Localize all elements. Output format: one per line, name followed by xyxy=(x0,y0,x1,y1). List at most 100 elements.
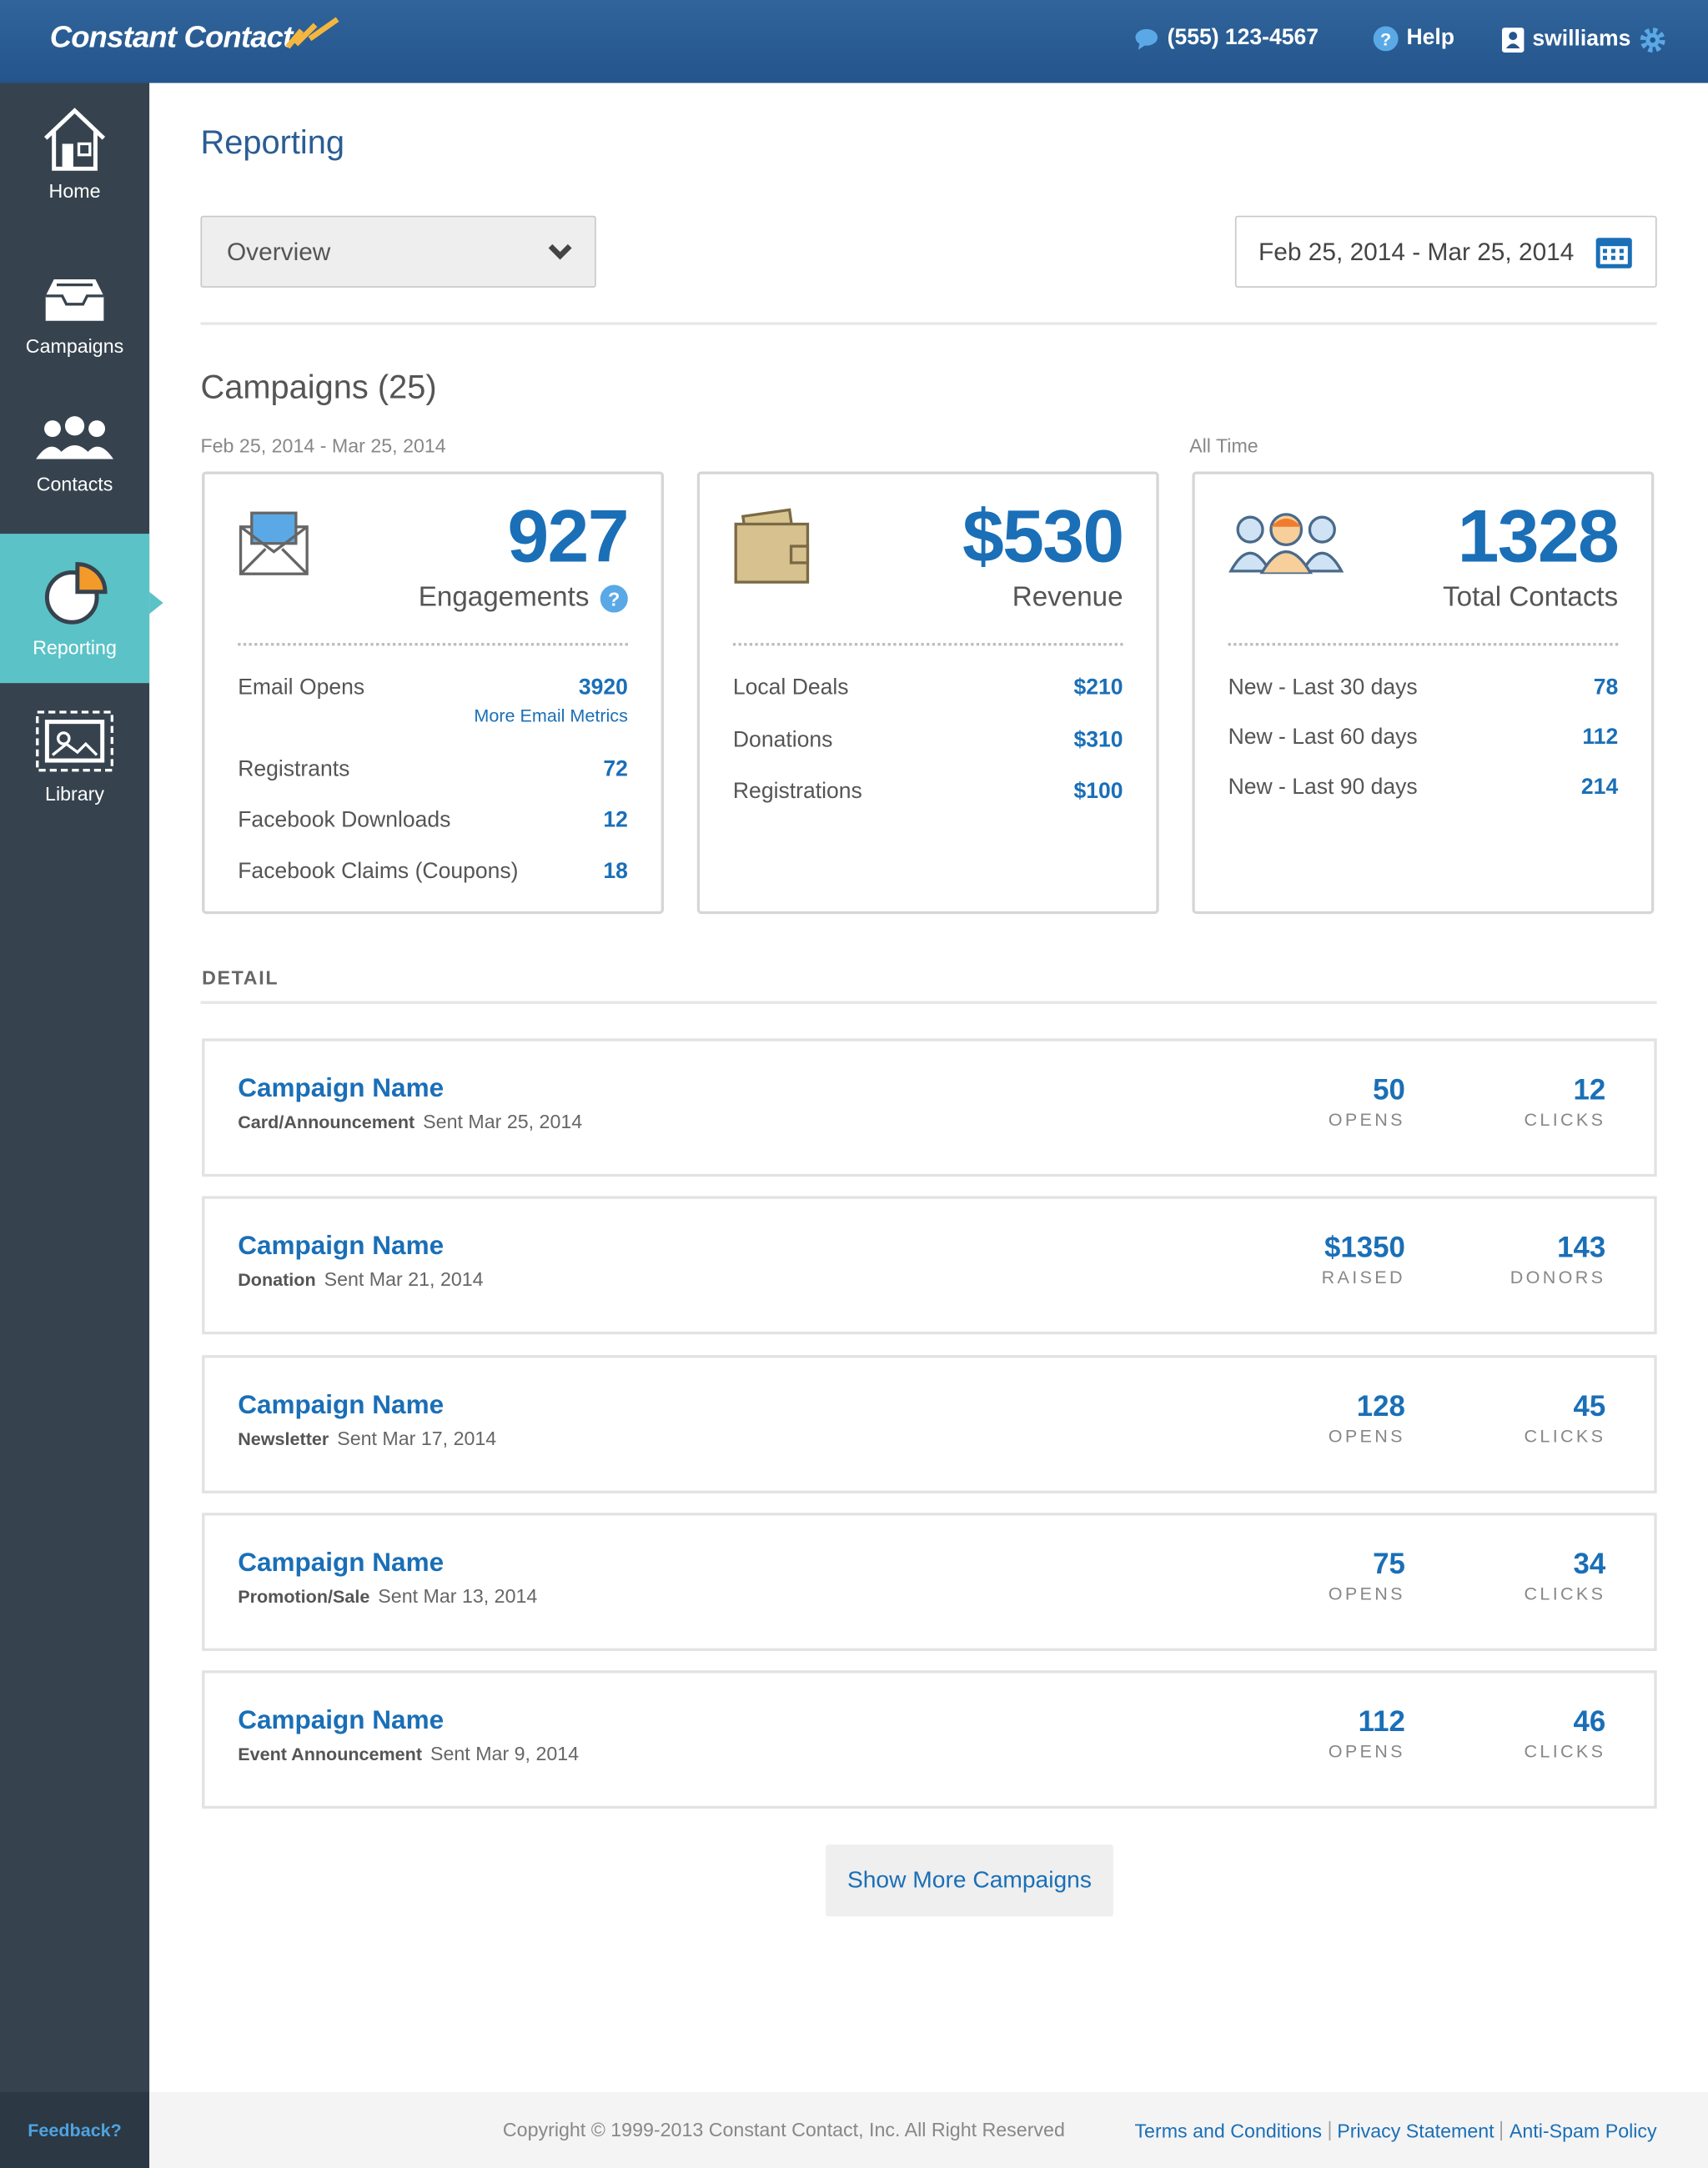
campaign-meta: Card/Announcement Sent Mar 25, 2014 xyxy=(238,1111,582,1133)
envelope-icon xyxy=(239,511,309,575)
metric-row: New - Last 90 days 214 xyxy=(1228,775,1619,800)
campaign-type: Newsletter xyxy=(238,1428,329,1449)
card-value: 1328 xyxy=(1457,494,1620,579)
campaign-row: Campaign Name Event Announcement Sent Mar … xyxy=(202,1670,1657,1809)
campaign-stat: 128 OPENS xyxy=(1329,1391,1405,1446)
metric-label: New - Last 30 days xyxy=(1228,675,1418,700)
card-value: $530 xyxy=(962,494,1124,579)
stat-label: CLICKS xyxy=(1524,1425,1606,1446)
footer-link[interactable]: Privacy Statement xyxy=(1329,2120,1494,2141)
metric-value: 12 xyxy=(603,809,628,833)
nav-library[interactable]: Library xyxy=(0,708,149,819)
campaign-name[interactable]: Campaign Name xyxy=(238,1548,445,1578)
stat-value: 128 xyxy=(1356,1390,1405,1423)
divider xyxy=(200,322,1657,325)
feedback-link[interactable]: Feedback? xyxy=(0,2092,150,2168)
stat-label: CLICKS xyxy=(1524,1583,1606,1604)
campaign-name[interactable]: Campaign Name xyxy=(238,1390,445,1420)
username: swilliams xyxy=(1532,28,1631,52)
help-icon[interactable]: ? xyxy=(600,584,628,612)
campaign-stat: 75 OPENS xyxy=(1329,1548,1405,1603)
summary-card: Revenue $530 Local Deals $210 Donations $310… xyxy=(696,471,1159,915)
campaign-sent: Sent Mar 17, 2014 xyxy=(337,1426,497,1449)
campaign-stat: 112 OPENS xyxy=(1329,1707,1405,1762)
logo[interactable]: Constant Contact xyxy=(49,19,294,54)
card-label-wrap: Engagements? xyxy=(419,582,628,614)
campaign-name[interactable]: Campaign Name xyxy=(238,1706,445,1736)
card-label-wrap: Revenue xyxy=(1012,582,1123,614)
stat-value: $1350 xyxy=(1324,1232,1405,1265)
campaign-type: Donation xyxy=(238,1269,316,1291)
divider xyxy=(200,1001,1657,1004)
metric-row: Donations $310 xyxy=(733,728,1123,753)
metric-row: Email Opens 3920 More Email Metrics xyxy=(238,675,628,726)
metric-value: 112 xyxy=(1582,725,1619,750)
top-bar: Constant Contact (555) 123-4567 ? Help sw… xyxy=(0,0,1708,83)
campaign-meta: Event Announcement Sent Mar 9, 2014 xyxy=(238,1743,579,1765)
campaign-stat: 50 OPENS xyxy=(1329,1074,1405,1129)
phone[interactable]: (555) 123-4567 xyxy=(1134,27,1319,52)
campaign-row: Campaign Name Promotion/Sale Sent Mar 13, … xyxy=(202,1512,1657,1651)
metric-label: Registrations xyxy=(732,780,862,804)
nav-label: Campaigns xyxy=(25,334,124,357)
campaign-stat: 143 DONORS xyxy=(1510,1232,1606,1287)
svg-text:?: ? xyxy=(1380,29,1391,50)
metric-row: Local Deals $210 xyxy=(733,676,1123,701)
campaign-row: Campaign Name Donation Sent Mar 21, 2014 $1… xyxy=(202,1196,1657,1335)
metric-value: 3920 xyxy=(578,675,628,700)
nav-campaigns[interactable]: Campaigns xyxy=(0,271,149,382)
date-range: Feb 25, 2014 - Mar 25, 2014 xyxy=(1258,238,1575,266)
stat-label: CLICKS xyxy=(1524,1741,1606,1762)
campaign-stat: 34 CLICKS xyxy=(1524,1548,1605,1603)
metric-row: Facebook Downloads 12 xyxy=(238,809,628,834)
stat-value: 143 xyxy=(1557,1232,1606,1265)
stat-value: 46 xyxy=(1573,1706,1606,1739)
date-picker[interactable]: Feb 25, 2014 - Mar 25, 2014 xyxy=(1234,215,1657,288)
campaign-sent: Sent Mar 13, 2014 xyxy=(378,1584,538,1607)
dotted-divider xyxy=(238,643,628,646)
nav-label: Home xyxy=(48,179,101,203)
help[interactable]: ? Help xyxy=(1373,26,1454,52)
card-label: Engagements xyxy=(418,582,590,613)
copyright: Copyright © 1999-2013 Constant Contact, … xyxy=(502,2118,1065,2141)
campaign-meta: Newsletter Sent Mar 17, 2014 xyxy=(238,1427,496,1449)
nav-contacts[interactable]: Contacts xyxy=(0,414,149,525)
campaign-sent: Sent Mar 9, 2014 xyxy=(430,1742,580,1765)
stat-value: 112 xyxy=(1358,1706,1405,1739)
stat-label: OPENS xyxy=(1328,1108,1405,1130)
dotted-divider xyxy=(1228,643,1619,646)
stat-label: DONORS xyxy=(1510,1267,1606,1288)
campaign-stat: $1350 RAISED xyxy=(1322,1232,1405,1287)
help-label: Help xyxy=(1406,26,1454,50)
campaign-meta: Donation Sent Mar 21, 2014 xyxy=(238,1268,483,1291)
metric-value: 72 xyxy=(603,757,628,781)
calendar-icon xyxy=(1595,238,1632,268)
campaign-type: Promotion/Sale xyxy=(238,1585,370,1607)
footer-link[interactable]: Terms and Conditions xyxy=(1134,2120,1322,2142)
metric-value: $210 xyxy=(1073,675,1123,700)
metric-value: $310 xyxy=(1073,728,1123,752)
campaign-name[interactable]: Campaign Name xyxy=(238,1074,445,1104)
all-time-label: All Time xyxy=(1189,434,1258,457)
card-value: 927 xyxy=(507,494,629,579)
metric-row: Facebook Claims (Coupons) 18 xyxy=(238,860,628,885)
nav-home[interactable]: Home xyxy=(0,105,149,216)
nav-reporting[interactable]: Reporting xyxy=(0,534,163,684)
footer: Copyright © 1999-2013 Constant Contact, … xyxy=(149,2092,1708,2168)
campaign-stat: 46 CLICKS xyxy=(1524,1707,1605,1762)
campaign-stat: 12 CLICKS xyxy=(1524,1074,1605,1129)
view-dropdown[interactable]: Overview xyxy=(200,215,596,288)
nav-label: Library xyxy=(45,782,105,805)
metric-value: 214 xyxy=(1580,775,1619,800)
metric-value: 78 xyxy=(1593,675,1619,700)
footer-link[interactable]: Anti-Spam Policy xyxy=(1500,2120,1657,2141)
metric-label: New - Last 60 days xyxy=(1228,725,1418,750)
metric-link[interactable]: More Email Metrics xyxy=(474,705,628,726)
campaign-name[interactable]: Campaign Name xyxy=(238,1232,445,1262)
user-menu[interactable]: swilliams xyxy=(1501,27,1667,54)
metric-label: Email Opens xyxy=(238,675,365,700)
stat-label: OPENS xyxy=(1328,1741,1405,1762)
wallet-icon xyxy=(734,508,810,584)
show-more-button[interactable]: Show More Campaigns xyxy=(826,1844,1113,1917)
